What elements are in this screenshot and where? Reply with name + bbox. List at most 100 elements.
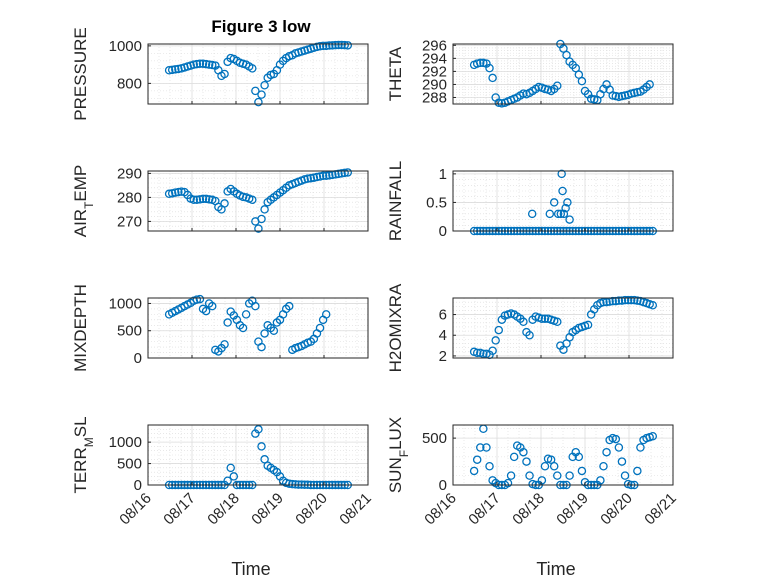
air_temp-point — [257, 214, 266, 224]
h2omixra-point — [491, 336, 500, 345]
air_temp-point — [171, 188, 180, 197]
pressure-point — [220, 69, 229, 79]
h2omixra-y-tick-label: 6 — [439, 307, 447, 324]
pressure-point — [254, 97, 263, 107]
air_temp-point — [337, 169, 346, 178]
sun_flux-point — [522, 457, 531, 466]
theta-y-tick-label: 290 — [422, 76, 447, 93]
sun_flux-point — [648, 431, 658, 441]
rainfall-point — [557, 169, 566, 179]
air_temp-y-tick-label: 290 — [117, 165, 142, 182]
mixdepth-point — [201, 306, 211, 316]
pressure-point — [337, 40, 346, 50]
mixdepth-point — [315, 323, 325, 333]
pressure-point — [174, 64, 183, 74]
air_temp-point — [325, 171, 334, 180]
theta-point — [494, 98, 504, 107]
pressure-ylabel: PRESSURE — [71, 27, 90, 121]
sun_flux-point — [540, 461, 550, 471]
h2omixra-point — [472, 348, 482, 358]
theta-point — [485, 63, 494, 73]
rainfall-y-tick-label: 1 — [439, 166, 447, 183]
h2omixra-point — [519, 317, 528, 327]
air_temp-point — [318, 171, 328, 181]
mixdepth-point — [195, 294, 205, 304]
pressure-point — [315, 42, 325, 51]
air_temp-point — [340, 168, 349, 178]
theta-point — [577, 76, 587, 86]
terr_msl-x-tick-label: 08/21 — [336, 490, 375, 529]
pressure-point — [257, 90, 266, 99]
terr_msl-y-tick-label: 0 — [134, 477, 142, 494]
sun_flux-point — [485, 461, 494, 471]
terr_msl-point — [254, 425, 263, 434]
sun_flux-point — [525, 471, 534, 480]
rainfall-point — [556, 209, 566, 219]
sun_flux-point — [574, 452, 584, 462]
theta-ylabel: THETA — [386, 46, 405, 101]
sun_flux-point — [633, 466, 642, 476]
h2omixra-point — [648, 300, 658, 310]
mixdepth-point — [192, 295, 202, 304]
mixdepth-point — [241, 310, 251, 319]
air_temp-point — [334, 169, 343, 179]
h2omixra-y-tick-label: 2 — [439, 348, 447, 365]
sun_flux-point — [577, 466, 587, 476]
theta-point — [589, 95, 599, 104]
air_temp-point — [321, 171, 331, 181]
terr_msl-axes-box — [147, 424, 369, 486]
sun_flux-point — [503, 478, 513, 488]
h2omixra-axes-box — [452, 297, 674, 359]
theta-point — [611, 91, 621, 101]
h2omixra-point — [623, 295, 633, 305]
rainfall-point — [549, 198, 559, 207]
rainfall-point — [545, 209, 555, 219]
rainfall-y-tick-label: 0 — [439, 223, 447, 240]
pressure-point — [325, 41, 334, 50]
theta-point — [519, 89, 528, 98]
h2omixra-point — [583, 320, 593, 330]
air_temp-point — [220, 199, 229, 208]
terr_msl-y-tick-label: 500 — [117, 456, 142, 473]
sun_flux-x-tick-label: 08/19 — [553, 490, 592, 529]
rainfall-point — [553, 209, 563, 219]
pressure-point — [251, 86, 260, 96]
air_temp-ylabel: AIRTEMP — [71, 165, 96, 238]
pressure-y-tick-label: 1000 — [109, 38, 142, 55]
rainfall-point — [563, 198, 572, 207]
sun_flux-point — [476, 443, 485, 452]
terr_msl-x-tick-label: 08/19 — [248, 490, 287, 529]
air_temp-point — [254, 224, 263, 233]
air_temp-y-tick-label: 280 — [117, 189, 142, 206]
terr_msl-ylabel: TERRMSL — [71, 416, 96, 493]
h2omixra-point — [626, 295, 636, 305]
theta-y-tick-label: 296 — [422, 37, 447, 54]
air_temp-point — [195, 195, 205, 204]
mixdepth-point — [251, 301, 260, 311]
mixdepth-point — [220, 340, 229, 349]
rainfall-point — [558, 186, 567, 196]
air_temp-y-tick-label: 270 — [117, 213, 142, 230]
rainfall-point — [527, 209, 537, 219]
mixdepth-point — [207, 301, 217, 311]
pressure-point — [312, 42, 322, 52]
terr_msl-xlabel: Time — [231, 559, 270, 579]
h2omixra-point — [488, 346, 497, 356]
sun_flux-point — [472, 455, 482, 464]
theta-point — [472, 59, 482, 68]
sun_flux-point — [537, 476, 547, 485]
pressure-point — [260, 81, 269, 90]
h2omixra-point — [614, 296, 624, 305]
theta-point — [479, 58, 488, 68]
terr_msl-x-tick-label: 08/17 — [160, 490, 199, 529]
sun_flux-point — [509, 452, 519, 462]
sun_flux-point — [549, 461, 559, 471]
terr_msl-y-tick-label: 1000 — [109, 434, 142, 451]
pressure-point — [328, 41, 337, 50]
mixdepth-y-tick-label: 0 — [134, 350, 142, 367]
sun_flux-point — [636, 443, 645, 452]
pressure-point — [248, 64, 257, 73]
theta-point — [608, 91, 617, 100]
terr_msl-point — [257, 442, 266, 451]
h2omixra-y-tick-label: 4 — [439, 327, 447, 344]
